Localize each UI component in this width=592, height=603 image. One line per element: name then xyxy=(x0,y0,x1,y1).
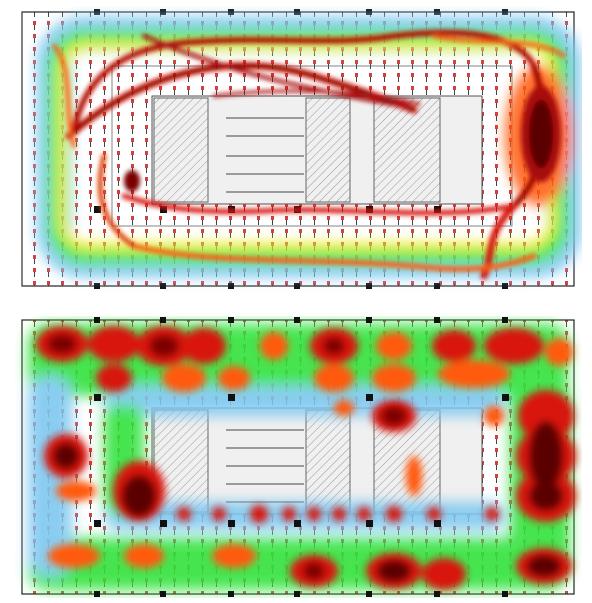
grid-heatmap-image xyxy=(14,316,582,598)
trajectory-heatmap-image xyxy=(14,6,582,292)
grid-heatmap-panel xyxy=(14,316,582,598)
trajectory-heatmap-panel xyxy=(14,6,582,292)
